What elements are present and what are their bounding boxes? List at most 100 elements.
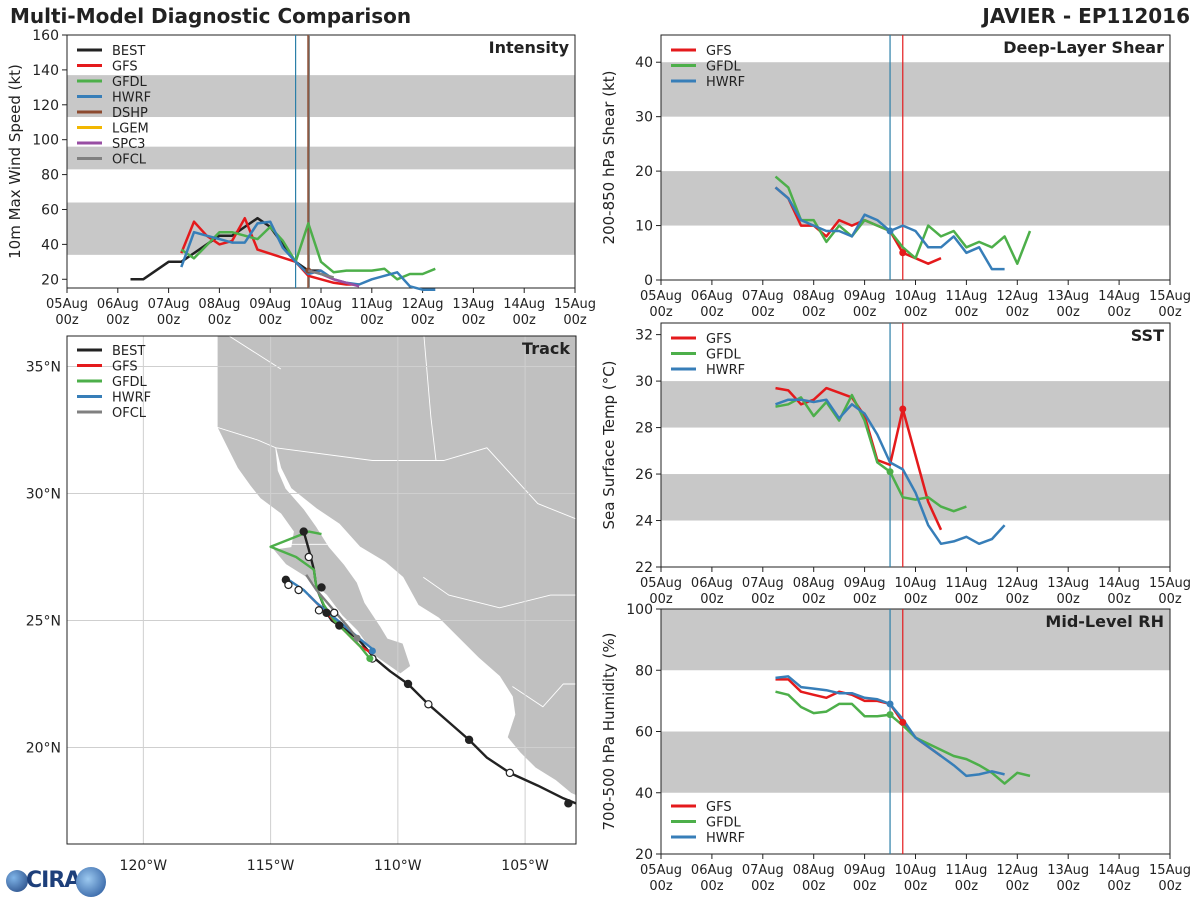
shear-ytick-label: 0: [644, 273, 653, 289]
shear-legend-label: GFDL: [706, 60, 742, 75]
rh-xtick-label: 12Aug 00z: [996, 863, 1038, 894]
state-border: [423, 336, 437, 461]
track-lat-label: 35°N: [26, 359, 61, 375]
rh-xtick-label: 06Aug 00z: [691, 863, 733, 894]
sst-xtick-label: 15Aug 00z: [1149, 576, 1191, 607]
track-series-gfdl: [269, 530, 371, 660]
sst-legend-label: GFDL: [706, 348, 742, 363]
rh-title: Mid-Level RH: [1045, 612, 1164, 631]
ofcl-track-marker: [353, 634, 361, 642]
sst-gfdl-marker: [886, 468, 894, 476]
intensity-xtick-label: 12Aug 00z: [402, 297, 444, 328]
best-track-marker: [322, 608, 331, 618]
globe-icon: [6, 870, 28, 892]
intensity-legend-label: OFCL: [112, 153, 147, 168]
intensity-ytick-label: 20: [41, 272, 59, 288]
sst-xtick-label: 12Aug 00z: [996, 576, 1038, 607]
mainland-land: [216, 336, 576, 796]
intensity-legend-label: GFS: [112, 60, 138, 75]
shear-hwrf-marker: [886, 227, 894, 235]
intensity-ytick-label: 80: [41, 168, 59, 184]
sst-xtick-label: 05Aug 00z: [640, 576, 682, 607]
best-track-marker: [314, 606, 324, 615]
shear-xtick-label: 10Aug 00z: [895, 289, 937, 320]
shear-band-0: [661, 171, 1170, 226]
intensity-xtick-label: 08Aug 00z: [198, 297, 240, 328]
logo-wordmark: CIRA: [26, 868, 81, 893]
intensity-xtick-label: 07Aug 00z: [148, 297, 190, 328]
shear-ytick-label: 30: [635, 110, 653, 126]
shear-xtick-label: 09Aug 00z: [844, 289, 886, 320]
intensity-band-1: [67, 146, 575, 170]
shear-xtick-label: 14Aug 00z: [1098, 289, 1140, 320]
shear-legend-label: HWRF: [706, 75, 745, 90]
rh-xtick-label: 14Aug 00z: [1098, 863, 1140, 894]
sst-ytick-label: 32: [635, 328, 653, 344]
rh-gfdl-marker: [886, 711, 894, 719]
track-frame: [66, 335, 577, 845]
intensity-ytick-label: 160: [32, 28, 59, 44]
shear-ylabel: 200-850 hPa Shear (kt): [600, 71, 618, 245]
track-legend-label: HWRF: [112, 391, 151, 406]
intensity-ytick-label: 40: [41, 237, 59, 253]
track-lon-label: 105°W: [501, 858, 549, 874]
intensity-xtick-label: 13Aug 00z: [452, 297, 494, 328]
sst-xtick-label: 11Aug 00z: [945, 576, 987, 607]
shear-ytick-label: 10: [635, 219, 653, 235]
sst-xtick-label: 08Aug 00z: [793, 576, 835, 607]
sst-ytick-label: 24: [635, 514, 653, 530]
sst-legend-label: HWRF: [706, 363, 745, 378]
sst-gfs-marker: [899, 405, 907, 413]
shear-xtick-label: 08Aug 00z: [793, 289, 835, 320]
sst-ytick-label: 30: [635, 374, 653, 390]
rh-ytick-label: 80: [635, 663, 653, 679]
intensity-ytick-label: 60: [41, 202, 59, 218]
state-border: [423, 576, 576, 609]
intensity-series-ofcl: [307, 269, 335, 279]
rh-legend-label: GFDL: [706, 816, 742, 831]
rh-xtick-label: 07Aug 00z: [742, 863, 784, 894]
shear-gfs-marker: [899, 249, 907, 257]
intensity-legend-label: LGEM: [112, 122, 149, 137]
shear-xtick-label: 11Aug 00z: [945, 289, 987, 320]
best-track-marker: [304, 552, 313, 562]
track-legend-label: OFCL: [112, 406, 147, 421]
rh-gfs-marker: [899, 718, 907, 726]
track-lon-label: 120°W: [120, 858, 168, 874]
best-track-marker: [424, 700, 433, 709]
page-title: Multi-Model Diagnostic Comparison: [10, 4, 412, 28]
intensity-title: Intensity: [489, 38, 570, 57]
rh-panel: 20 40 60 80 100 05Aug 00z 06Aug 00z 07Aug 00z 08Aug…: [600, 602, 1191, 894]
shear-xtick-label: 05Aug 00z: [640, 289, 682, 320]
track-lat-label: 30°N: [26, 486, 61, 502]
shear-legend-label: GFS: [706, 44, 732, 59]
sst-title: SST: [1131, 326, 1164, 345]
intensity-xtick-label: 05Aug 00z: [46, 297, 88, 328]
shear-band-1: [661, 62, 1170, 117]
shear-xtick-label: 12Aug 00z: [996, 289, 1038, 320]
storm-title: JAVIER - EP112016: [982, 4, 1190, 28]
track-legend-label: GFDL: [112, 375, 148, 390]
cira-logo: CIRA: [4, 866, 108, 898]
intensity-legend-label: GFDL: [112, 75, 148, 90]
rh-ylabel: 700-500 hPa Humidity (%): [600, 632, 618, 830]
gfdl-track-marker: [366, 655, 374, 663]
track-legend-label: BEST: [112, 344, 145, 359]
sst-xtick-label: 07Aug 00z: [742, 576, 784, 607]
intensity-xtick-label: 14Aug 00z: [503, 297, 545, 328]
shear-xtick-label: 15Aug 00z: [1149, 289, 1191, 320]
track-lon-label: 110°W: [374, 858, 422, 874]
best-track-marker: [284, 580, 293, 590]
sst-xtick-label: 10Aug 00z: [895, 576, 937, 607]
track-lat-label: 20°N: [26, 740, 61, 756]
rh-band-0: [661, 731, 1170, 793]
intensity-xtick-label: 09Aug 00z: [249, 297, 291, 328]
best-track-marker: [464, 735, 474, 745]
sst-xtick-label: 13Aug 00z: [1047, 576, 1089, 607]
best-track-marker: [564, 799, 573, 808]
rh-ytick-label: 40: [635, 786, 653, 802]
intensity-xtick-label: 10Aug 00z: [300, 297, 342, 328]
sst-series-hwrf: [775, 398, 1006, 546]
intensity-xtick-label: 15Aug 00z: [554, 297, 596, 328]
